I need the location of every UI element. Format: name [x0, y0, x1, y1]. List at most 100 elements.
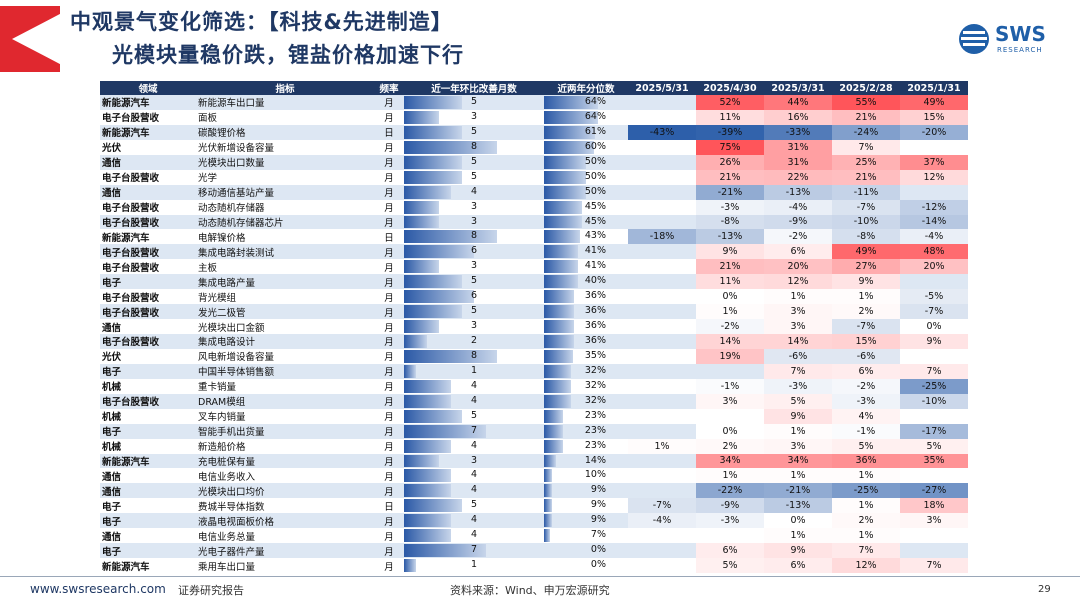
indicator-cell: 动态随机存储器芯片: [196, 214, 374, 230]
monthly-change-cell: 3%: [900, 513, 968, 529]
percentile-value: 36%: [584, 290, 606, 302]
table-row: 通信 光模块出口均价月 4 9% -22% -21% -25% -27%: [100, 483, 968, 499]
months-bar: [404, 96, 463, 109]
table-row: 电子台股营收 集成电路设计月 2 36% 14% 14% 15% 9%: [100, 334, 968, 349]
percentile-value: 0%: [590, 544, 606, 556]
percentile-cell: 40%: [544, 274, 628, 290]
percentile-bar: [544, 275, 578, 289]
percentile-cell: 9%: [544, 498, 628, 514]
percentile-cell: 45%: [544, 199, 628, 215]
percentile-bar: [544, 200, 582, 214]
improvement-months-cell: 4: [404, 438, 544, 454]
monthly-change-cell: 1%: [764, 528, 832, 544]
domain-cell: 新能源汽车: [100, 453, 196, 469]
table-row: 通信 移动通信基站产量月 4 50% -21% -13% -11%: [100, 184, 968, 200]
improvement-months-cell: 1: [404, 363, 544, 379]
months-value: 5: [470, 125, 478, 137]
months-value: 4: [470, 439, 478, 451]
months-value: 3: [470, 215, 478, 227]
column-header: 领域: [100, 81, 196, 95]
monthly-change-cell: 15%: [900, 109, 968, 125]
monthly-change-cell: 3%: [696, 393, 764, 409]
percentile-bar: [544, 185, 586, 199]
domain-cell: 电子台股营收: [100, 244, 196, 260]
percentile-bar: [544, 245, 579, 259]
percentile-bar: [544, 335, 575, 348]
frequency-cell: 月: [374, 154, 404, 170]
column-header: 2025/3/31: [764, 81, 832, 95]
monthly-change-cell: [628, 199, 696, 215]
footer-website-link[interactable]: www.swsresearch.com: [30, 582, 166, 596]
domain-cell: 光伏: [100, 348, 196, 364]
monthly-change-cell: 12%: [900, 169, 968, 185]
table-row: 电子台股营收 发光二极管月 5 36% 1% 3% 2% -7%: [100, 304, 968, 320]
monthly-change-cell: -2%: [764, 229, 832, 245]
percentile-cell: 50%: [544, 184, 628, 200]
monthly-change-cell: 27%: [832, 259, 900, 275]
table-row: 通信 电信业务收入月 4 10% 1% 1% 1%: [100, 468, 968, 484]
column-header: 指标: [196, 81, 374, 95]
months-bar: [404, 200, 439, 214]
frequency-cell: 月: [374, 378, 404, 394]
monthly-change-cell: -3%: [832, 393, 900, 409]
percentile-value: 50%: [584, 185, 606, 197]
monthly-change-cell: 49%: [832, 244, 900, 260]
monthly-change-cell: -7%: [832, 319, 900, 334]
monthly-change-cell: 1%: [832, 289, 900, 305]
monthly-change-cell: -24%: [832, 124, 900, 140]
domain-cell: 通信: [100, 483, 196, 499]
improvement-months-cell: 6: [404, 244, 544, 260]
monthly-change-cell: 6%: [764, 558, 832, 573]
indicator-cell: 重卡销量: [196, 378, 374, 394]
domain-cell: 机械: [100, 438, 196, 454]
improvement-months-cell: 8: [404, 229, 544, 245]
table-row: 电子台股营收 动态随机存储器月 3 45% -3% -4% -7% -12%: [100, 199, 968, 215]
domain-cell: 电子台股营收: [100, 393, 196, 409]
percentile-bar: [544, 499, 552, 513]
improvement-months-cell: 5: [404, 498, 544, 514]
months-bar: [404, 155, 463, 169]
monthly-change-cell: 44%: [764, 95, 832, 110]
domain-cell: 电子台股营收: [100, 334, 196, 349]
monthly-change-cell: 1%: [628, 438, 696, 454]
monthly-change-cell: [628, 95, 696, 110]
monthly-change-cell: 11%: [696, 274, 764, 290]
monthly-change-cell: -27%: [900, 483, 968, 499]
table-row: 电子 集成电路产量月 5 40% 11% 12% 9%: [100, 274, 968, 290]
monthly-change-cell: 5%: [696, 558, 764, 573]
domain-cell: 通信: [100, 184, 196, 200]
monthly-change-cell: 26%: [696, 154, 764, 170]
months-value: 1: [470, 559, 478, 571]
monthly-change-cell: 14%: [764, 334, 832, 349]
percentile-value: 43%: [584, 230, 606, 242]
sws-logo: SWS RESEARCH: [955, 20, 1065, 62]
indicator-cell: 费城半导体指数: [196, 498, 374, 514]
monthly-change-cell: [628, 528, 696, 544]
percentile-bar: [544, 409, 564, 423]
frequency-cell: 日: [374, 498, 404, 514]
monthly-change-cell: [628, 543, 696, 559]
percentile-value: 9%: [590, 484, 606, 496]
months-value: 3: [470, 260, 478, 272]
footer-source: 资料来源：Wind、申万宏源研究: [450, 584, 610, 597]
monthly-change-cell: 19%: [696, 348, 764, 364]
percentile-cell: 10%: [544, 468, 628, 484]
frequency-cell: 月: [374, 214, 404, 230]
monthly-change-cell: [900, 274, 968, 290]
column-header: 近一年环比改善月数: [404, 81, 544, 95]
frequency-cell: 月: [374, 528, 404, 544]
percentile-cell: 23%: [544, 423, 628, 439]
months-bar: [404, 275, 463, 289]
frequency-cell: 月: [374, 453, 404, 469]
indicator-cell: 叉车内销量: [196, 408, 374, 424]
percentile-value: 40%: [584, 275, 606, 287]
table-row: 电子台股营收 动态随机存储器芯片月 3 45% -8% -9% -10% -14%: [100, 214, 968, 230]
percentile-cell: 64%: [544, 95, 628, 110]
months-bar: [404, 110, 439, 124]
monthly-change-cell: -5%: [900, 289, 968, 305]
table-row: 光伏 风电新增设备容量月 8 35% 19% -6% -6%: [100, 348, 968, 364]
monthly-change-cell: -2%: [832, 378, 900, 394]
months-bar: [404, 364, 416, 378]
months-bar: [404, 215, 439, 229]
domain-cell: 通信: [100, 528, 196, 544]
